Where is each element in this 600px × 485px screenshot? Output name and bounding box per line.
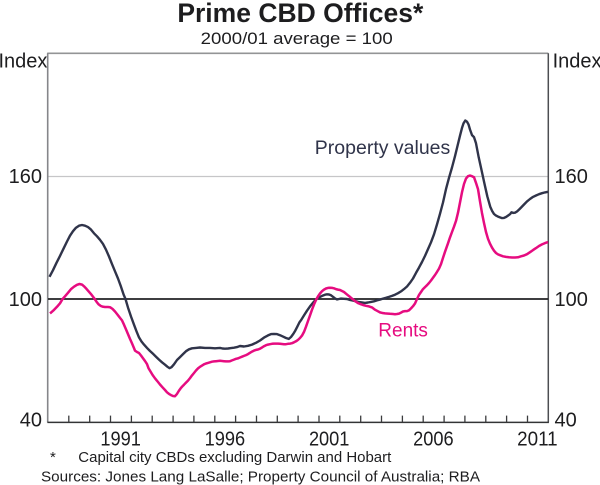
svg-text:Sources: Jones Lang LaSalle; P: Sources: Jones Lang LaSalle; Property Co… [41, 469, 480, 485]
svg-text:100: 100 [555, 289, 588, 311]
svg-text:2006: 2006 [413, 429, 454, 451]
svg-text:40: 40 [555, 410, 577, 432]
svg-text:2011: 2011 [517, 429, 558, 451]
svg-text:Index: Index [0, 51, 47, 73]
svg-text:40: 40 [20, 410, 42, 432]
svg-text:Property values: Property values [315, 137, 451, 159]
svg-text:Index: Index [553, 51, 600, 73]
svg-text:160: 160 [555, 166, 588, 188]
svg-text:Prime CBD Offices*: Prime CBD Offices* [177, 0, 424, 28]
svg-text:160: 160 [9, 166, 42, 188]
svg-text:*: * [50, 449, 56, 466]
svg-text:Rents: Rents [378, 321, 428, 342]
svg-text:2001: 2001 [309, 429, 350, 451]
svg-text:2000/01 average = 100: 2000/01 average = 100 [201, 29, 393, 48]
svg-text:Capital city CBDs excluding Da: Capital city CBDs excluding Darwin and H… [78, 449, 392, 466]
svg-text:1996: 1996 [205, 429, 246, 451]
svg-text:1991: 1991 [100, 429, 141, 451]
svg-text:100: 100 [9, 289, 42, 311]
